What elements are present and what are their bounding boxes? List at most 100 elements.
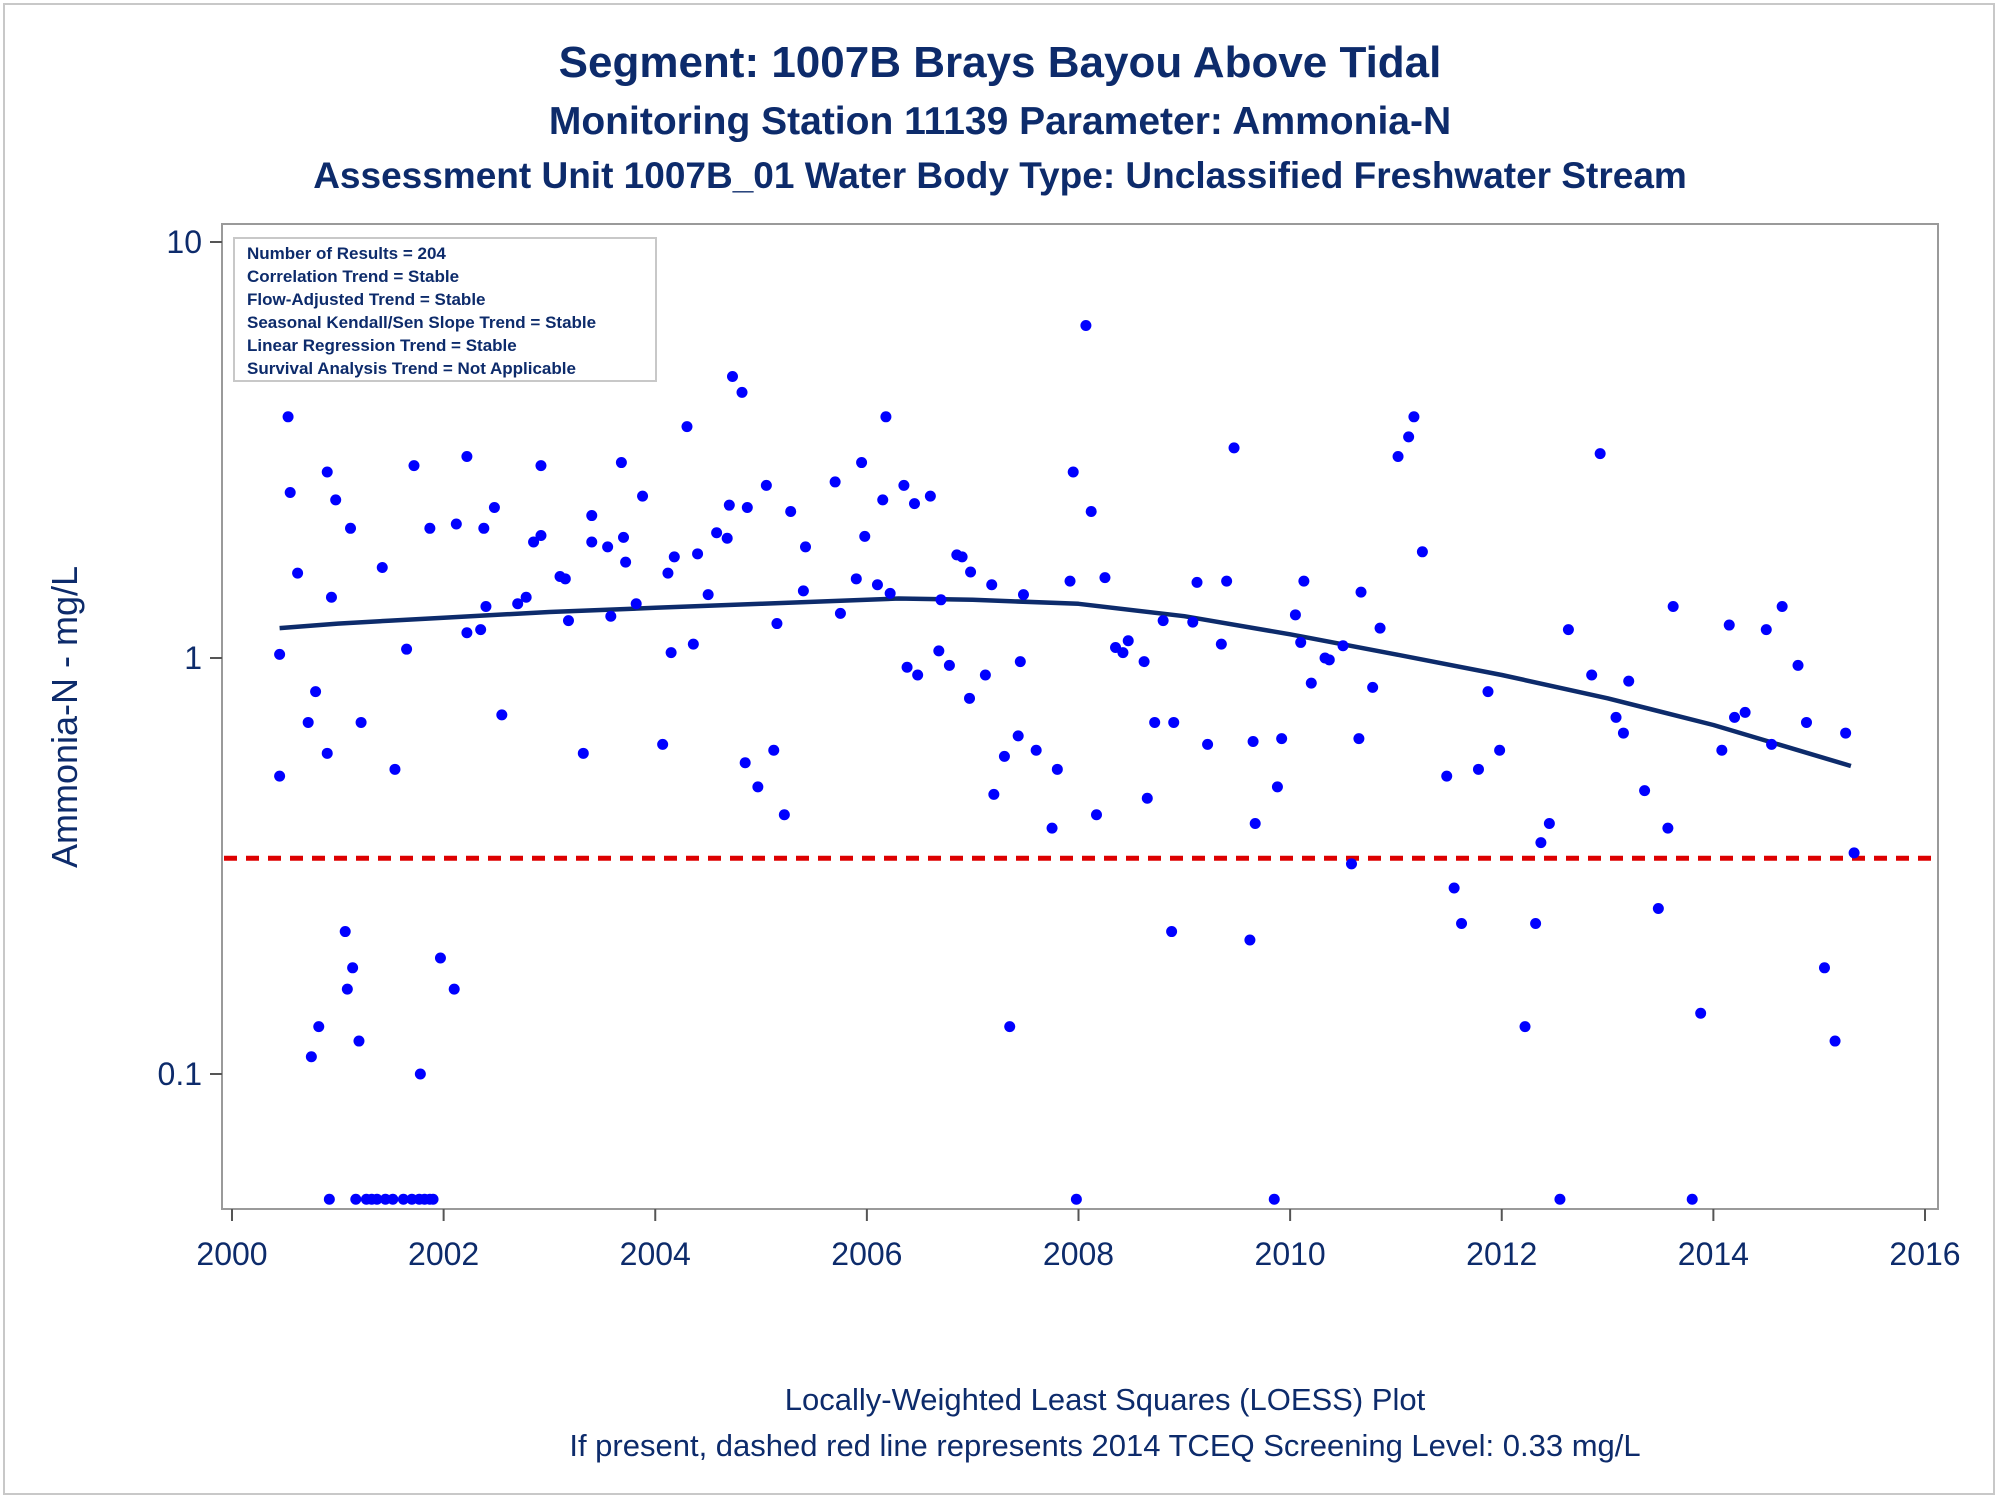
data-point [586, 510, 598, 522]
data-point [943, 659, 955, 671]
annotation-line: Seasonal Kendall/Sen Slope Trend = Stabl… [247, 313, 596, 332]
data-point [376, 562, 388, 574]
data-point [1157, 615, 1169, 627]
data-point [935, 594, 947, 606]
x-tick-label: 2004 [620, 1236, 691, 1272]
data-point [630, 598, 642, 610]
data-point [562, 615, 574, 627]
data-point [274, 770, 286, 782]
data-point [1345, 858, 1357, 870]
x-tick-label: 2012 [1466, 1236, 1537, 1272]
data-point [1249, 818, 1261, 830]
y-tick-label: 0.1 [158, 1056, 202, 1092]
data-point [1392, 451, 1404, 463]
data-point [1686, 1193, 1698, 1205]
data-point [305, 1051, 317, 1063]
data-point [797, 585, 809, 597]
plot-area [221, 223, 1939, 1210]
data-point [726, 370, 738, 382]
footnote-1: Locally-Weighted Least Squares (LOESS) P… [784, 1382, 1426, 1417]
data-point [1122, 635, 1134, 647]
data-point [424, 522, 436, 534]
data-point [1374, 622, 1386, 634]
data-point [1090, 809, 1102, 821]
data-point [1667, 600, 1679, 612]
data-point [1441, 770, 1453, 782]
data-point [520, 591, 532, 603]
data-point [898, 479, 910, 491]
data-point [475, 624, 487, 636]
data-point [859, 530, 871, 542]
data-point [389, 763, 401, 775]
loess-layer [279, 596, 1852, 769]
data-point [387, 1193, 399, 1205]
data-point [274, 648, 286, 660]
data-point [1295, 636, 1307, 648]
data-point [1353, 733, 1365, 745]
data-point [834, 607, 846, 619]
data-point [908, 498, 920, 510]
data-point [1623, 675, 1635, 687]
data-point [1268, 1193, 1280, 1205]
annotation-line: Linear Regression Trend = Stable [247, 336, 517, 355]
data-point [350, 1193, 362, 1205]
data-point [1067, 466, 1079, 478]
chart-subtitle: Monitoring Station 11139 Parameter: Ammo… [548, 100, 1452, 143]
data-point [371, 1193, 383, 1205]
data-point [339, 926, 351, 938]
data-point [1085, 505, 1097, 517]
data-point [559, 573, 571, 585]
data-point [1099, 572, 1111, 584]
data-point [1848, 847, 1860, 859]
data-point [1070, 1193, 1082, 1205]
x-tick-label: 2016 [1889, 1236, 1960, 1272]
data-point [1766, 738, 1778, 750]
data-point [1355, 586, 1367, 598]
data-point [488, 502, 500, 514]
data-point [877, 494, 889, 506]
y-axis: 10 1 0.1 [158, 224, 222, 1092]
annotation-box [233, 237, 657, 382]
data-point [1271, 781, 1283, 793]
data-point [1617, 727, 1629, 739]
data-point [1776, 600, 1788, 612]
data-point [480, 600, 492, 612]
data-point [1187, 616, 1199, 628]
data-point [605, 610, 617, 622]
data-point [450, 518, 462, 530]
data-point [1562, 624, 1574, 636]
data-point [434, 952, 446, 964]
data-point [325, 591, 337, 603]
data-point [998, 750, 1010, 762]
data-point [1305, 677, 1317, 689]
data-point [1046, 822, 1058, 834]
x-tick-label: 2010 [1255, 1236, 1326, 1272]
data-point [535, 460, 547, 472]
annotation-line: Survival Analysis Trend = Not Applicable [247, 359, 576, 378]
data-point [1448, 882, 1460, 894]
x-tick-label: 2006 [831, 1236, 902, 1272]
data-point [1289, 609, 1301, 621]
data-point [1530, 918, 1542, 930]
data-point [752, 781, 764, 793]
annotation-line: Flow-Adjusted Trend = Stable [247, 290, 486, 309]
data-point [723, 499, 735, 511]
data-point [800, 541, 812, 553]
data-point [1519, 1021, 1531, 1033]
data-point [615, 457, 627, 469]
data-point [1012, 730, 1024, 742]
data-point [496, 709, 508, 721]
data-point [741, 502, 753, 514]
data-point [979, 669, 991, 681]
data-point [1138, 656, 1150, 668]
data-point [736, 386, 748, 398]
data-point [1494, 744, 1506, 756]
data-point [620, 556, 632, 568]
data-point [964, 692, 976, 704]
annotation-list: Number of Results = 204 Correlation Trend… [247, 244, 596, 378]
data-point [1535, 837, 1547, 849]
data-point [829, 476, 841, 488]
data-point [687, 638, 699, 650]
y-axis-title: Ammonia-N - mg/L [44, 566, 85, 868]
